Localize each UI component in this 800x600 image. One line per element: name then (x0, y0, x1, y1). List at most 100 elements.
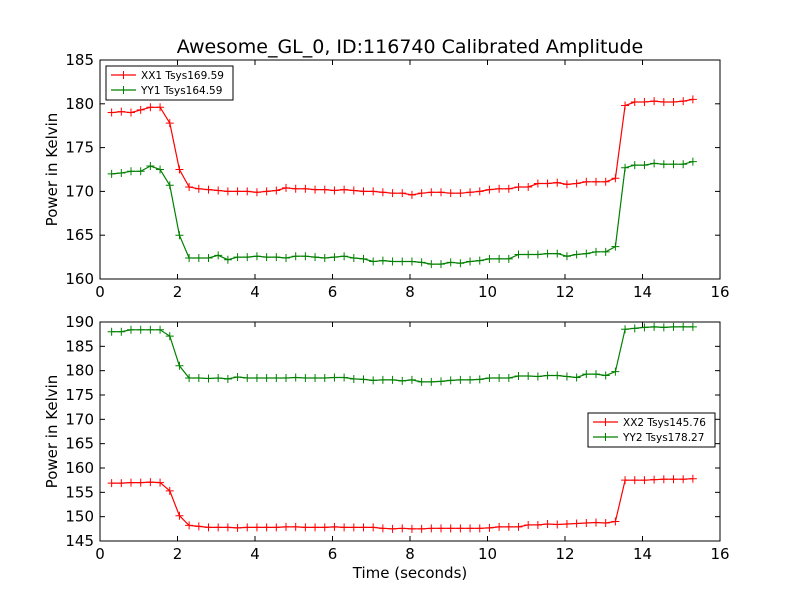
x-tick-label: 16 (710, 545, 729, 563)
data-point (407, 375, 416, 384)
data-point (262, 523, 271, 532)
data-point (204, 523, 213, 532)
x-tick-label: 4 (250, 545, 260, 563)
data-point (282, 522, 290, 531)
data-point (311, 523, 320, 532)
y-tick-label: 185 (65, 337, 94, 355)
data-point (272, 373, 281, 382)
data-point (282, 253, 290, 262)
data-point (262, 187, 271, 196)
data-point (378, 524, 387, 533)
y-axis-label: Power in Kelvin (43, 375, 61, 489)
data-point (136, 478, 145, 487)
data-point (262, 373, 271, 382)
x-tick-label: 16 (710, 283, 729, 301)
data-point (553, 178, 562, 187)
data-point (437, 377, 445, 386)
data-point (437, 188, 445, 197)
y-tick-label: 180 (65, 362, 94, 380)
data-point (466, 524, 475, 533)
data-point (504, 373, 513, 382)
data-point (398, 524, 407, 533)
data-point (659, 323, 668, 332)
data-point (252, 373, 261, 382)
data-point (272, 186, 281, 195)
data-point (543, 371, 552, 380)
data-point (572, 519, 581, 528)
legend-marker (601, 433, 610, 441)
data-point (650, 97, 659, 106)
data-point (311, 253, 320, 262)
data-point (611, 174, 620, 183)
data-point (630, 98, 639, 107)
series-1 (107, 95, 697, 199)
data-point (156, 165, 165, 174)
y-tick-label: 160 (65, 270, 94, 288)
legend-marker (601, 418, 610, 426)
data-point (320, 373, 329, 382)
data-point (446, 376, 455, 385)
data-point (533, 372, 542, 381)
data-point (611, 517, 620, 526)
data-point (330, 522, 339, 531)
data-point (601, 371, 610, 380)
data-point (165, 119, 174, 128)
data-point (688, 157, 697, 166)
data-point (621, 476, 630, 485)
data-point (417, 377, 426, 386)
data-point (398, 189, 407, 198)
data-point (311, 373, 320, 382)
legend: XX2 Tsys145.76 YY2 Tsys178.27 (587, 412, 716, 448)
data-point (340, 252, 349, 261)
data-point (233, 253, 242, 262)
data-point (194, 184, 203, 193)
data-point (446, 258, 455, 267)
data-point (117, 327, 126, 336)
legend-marker (119, 71, 128, 79)
data-point (640, 476, 649, 485)
data-point (243, 373, 252, 382)
data-point (543, 179, 552, 188)
data-point (127, 478, 135, 487)
data-point (330, 253, 339, 262)
data-point (446, 524, 455, 533)
data-point (524, 372, 533, 381)
data-point (204, 253, 213, 262)
data-point (156, 103, 165, 112)
data-point (175, 165, 184, 174)
data-point (427, 377, 436, 386)
data-point (359, 523, 368, 532)
legend-item: YY2 Tsys178.27 (593, 432, 704, 444)
data-point (388, 375, 397, 384)
data-point (582, 370, 591, 379)
data-point (495, 254, 504, 263)
data-point (291, 184, 300, 193)
legend-label: YY1 Tsys164.59 (140, 85, 222, 97)
data-point (562, 252, 571, 261)
data-point (291, 522, 300, 531)
data-point (272, 523, 281, 532)
data-point (204, 374, 213, 383)
data-point (659, 98, 668, 107)
data-point (582, 518, 591, 527)
data-point (194, 522, 203, 531)
x-axis-label: Time (seconds) (352, 564, 468, 582)
data-point (407, 524, 416, 533)
data-point (611, 242, 620, 251)
x-tick-label: 6 (328, 283, 338, 301)
data-point (572, 179, 581, 188)
data-point (388, 189, 397, 198)
data-point (127, 167, 135, 176)
data-point (485, 185, 494, 194)
data-point (214, 373, 223, 382)
data-point (359, 187, 368, 196)
legend-label: XX1 Tsys169.59 (141, 70, 224, 82)
data-point (495, 522, 504, 531)
data-point (127, 108, 135, 117)
axes-frame (99, 59, 721, 280)
data-point (514, 522, 523, 531)
data-point (282, 373, 290, 382)
data-point (572, 250, 581, 259)
data-point (175, 231, 184, 240)
data-point (524, 520, 533, 529)
